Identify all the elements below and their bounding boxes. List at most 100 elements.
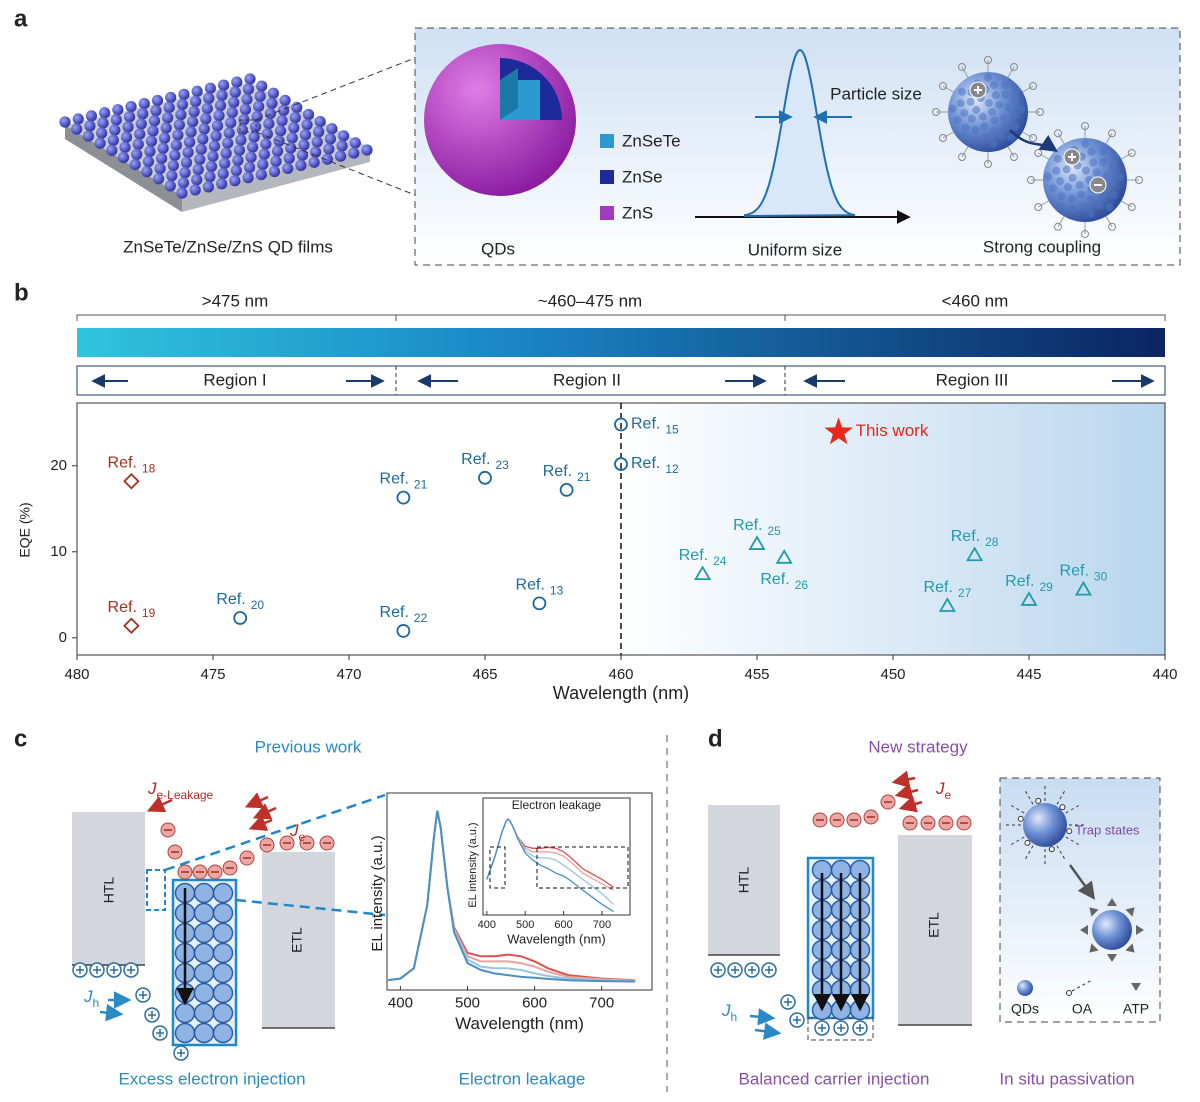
qd-sphere (264, 107, 276, 120)
zoom-line (255, 131, 416, 196)
point-label: Ref. 23 (461, 451, 509, 472)
process-arrow (1068, 864, 1096, 900)
j-symbol: J (147, 779, 157, 798)
qd-sphere (164, 180, 176, 192)
qd-sphere (151, 94, 164, 107)
qd (193, 902, 215, 924)
legend-swatch (600, 170, 614, 184)
atom (1004, 103, 1013, 112)
label-text: Ref. (1060, 563, 1089, 580)
atom (1109, 191, 1118, 200)
qd-sphere (201, 102, 213, 115)
x-axis-label: Wavelength (nm) (553, 683, 689, 703)
range-label: <460 nm (942, 291, 1009, 310)
atom (1012, 86, 1021, 95)
qd-sphere (141, 166, 153, 178)
data-point (614, 417, 628, 432)
point-label: Ref. 30 (1060, 563, 1108, 584)
coupled-qds (932, 56, 1143, 238)
je-label: Je (289, 821, 306, 844)
current-arrow (248, 814, 273, 831)
point-label: Ref. 22 (380, 604, 428, 625)
qd-sphere (112, 104, 124, 116)
current-arrow (898, 795, 923, 813)
qd-sphere (157, 142, 169, 154)
j-symbol: J (83, 987, 93, 1006)
ligand-head (1027, 176, 1035, 184)
x-tick-label: 700 (593, 919, 611, 931)
j-subscript: e (299, 830, 306, 844)
coupling-arrow (1009, 129, 1058, 152)
qd-sphere (180, 156, 193, 169)
ligand (1037, 200, 1049, 208)
legend-atp (1131, 983, 1141, 991)
qd-sphere (163, 102, 175, 114)
qd-sphere (248, 131, 260, 143)
ligand-head (1036, 108, 1044, 116)
atom (1081, 166, 1090, 175)
qd-sphere (172, 129, 184, 141)
qd (193, 922, 215, 944)
qd-sphere (144, 145, 156, 157)
y-axis-label: EQE (%) (17, 502, 33, 557)
htl-label: HTL (101, 877, 117, 904)
plot-lines (388, 810, 636, 983)
qd-sphere (255, 168, 267, 181)
legend-label: ZnSe (622, 167, 663, 186)
qd-sphere (85, 110, 98, 122)
point-label: Ref. 25 (733, 517, 781, 538)
label-text: This work (856, 422, 929, 441)
qd-sphere (170, 139, 182, 151)
qd-sphere (166, 170, 178, 182)
legend-label: QDs (1011, 1001, 1039, 1017)
qd-sphere (106, 144, 118, 156)
current-arrow (146, 796, 173, 813)
qd-sphere (191, 174, 203, 186)
legend-label: ZnS (622, 203, 653, 222)
qd (193, 1002, 215, 1024)
atp-ligand (1080, 925, 1088, 935)
label-text: Ref. (924, 579, 953, 596)
label-ref: 13 (550, 584, 564, 598)
atp-ligand (1089, 907, 1099, 917)
atom (972, 135, 981, 144)
zoom-line (255, 57, 416, 121)
qd-sphere (242, 172, 254, 184)
qd (212, 1022, 234, 1044)
atom (989, 139, 998, 148)
qd-sphere (268, 165, 281, 178)
qd (193, 962, 215, 984)
label-text: Ref. (1005, 573, 1034, 590)
qd-sphere (254, 90, 266, 102)
atom (1079, 202, 1088, 211)
x-tick-label: 500 (455, 994, 480, 1011)
ligand-head (958, 62, 966, 71)
range-label: ~460–475 nm (538, 291, 642, 310)
qd-sphere (267, 87, 279, 99)
x-tick-label: 480 (64, 666, 89, 683)
qd-sphere (266, 97, 278, 109)
qd-sphere (295, 159, 307, 171)
qd-sphere (311, 136, 323, 148)
atom (989, 126, 998, 135)
data-point (532, 596, 547, 611)
qd-sphere (233, 144, 245, 156)
atom (1056, 177, 1065, 186)
ligand-head (1108, 129, 1116, 138)
ligand-head (1034, 149, 1043, 157)
data-point (396, 490, 411, 505)
oa-ligand (1024, 790, 1034, 805)
panel-label: c (14, 725, 27, 752)
trap-site (1017, 815, 1024, 822)
qd-sphere (288, 122, 300, 134)
panel-label: d (708, 725, 723, 752)
qd-sphere (241, 93, 253, 105)
qd (212, 902, 234, 924)
atom (1089, 158, 1098, 167)
label-ref: 22 (414, 611, 428, 625)
atom (1075, 180, 1084, 189)
ligand (1105, 132, 1113, 144)
carriers (710, 770, 972, 1040)
data-point (559, 482, 574, 497)
ligand (1057, 216, 1065, 228)
